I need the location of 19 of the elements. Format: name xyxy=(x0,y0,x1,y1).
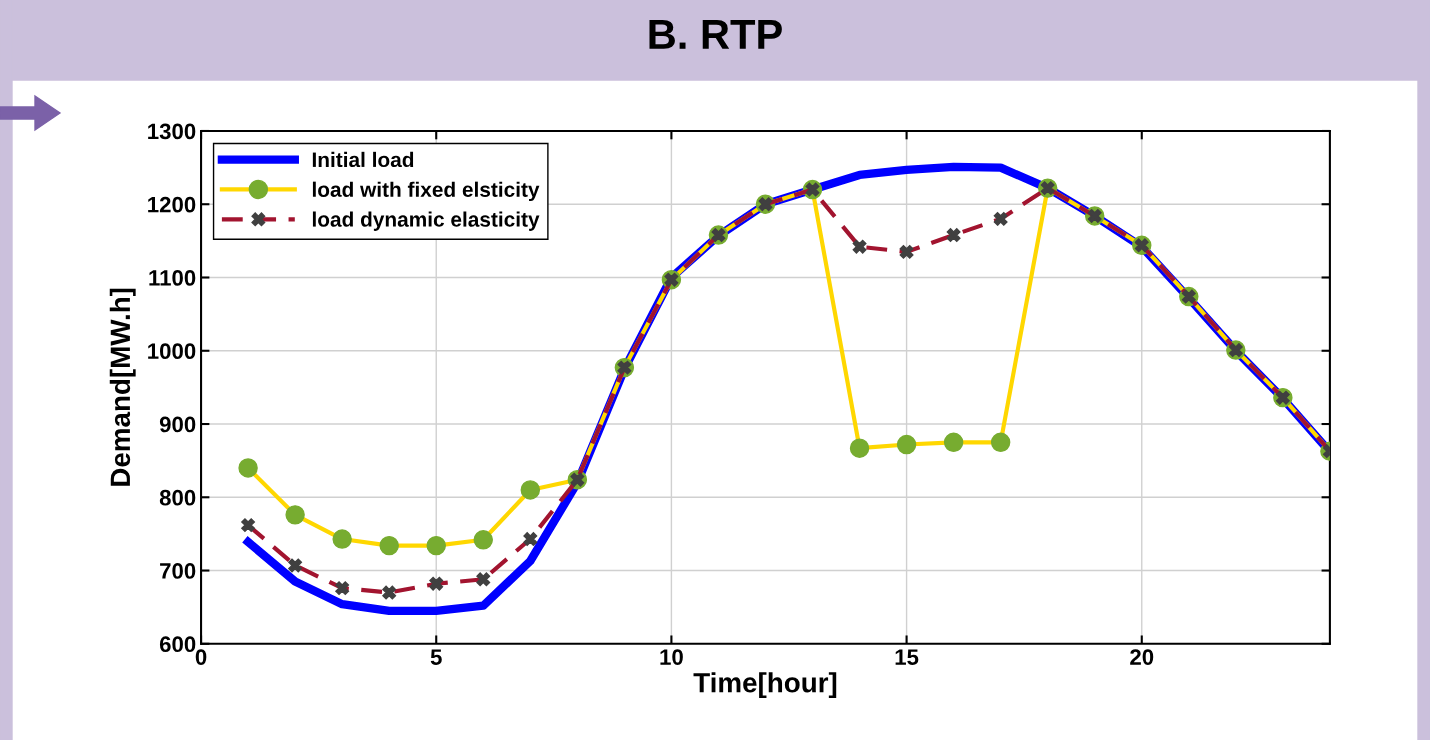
x-tick-label: 5 xyxy=(430,649,442,665)
chart-title: B. RTP xyxy=(649,20,782,49)
y-tick-label: 800 xyxy=(159,489,196,506)
y-tick-label: 700 xyxy=(160,563,196,579)
y-tick-label: 900 xyxy=(159,416,196,433)
y-tick-label: 1000 xyxy=(148,343,196,360)
x-tick-label: 15 xyxy=(895,649,919,665)
y-tick-label: 600 xyxy=(159,636,196,653)
x-axis-title: Time[hour] xyxy=(693,672,837,699)
x-tick-label: 0 xyxy=(195,649,207,665)
legend-label: load dynamic elasticity xyxy=(312,211,540,231)
x-tick-label: 10 xyxy=(660,649,683,665)
y-axis-title: Demand[MW.h] xyxy=(109,288,136,486)
y-tick-label: 1300 xyxy=(148,123,196,140)
y-tick-label: 1200 xyxy=(148,196,196,213)
legend-label: Initial load xyxy=(312,151,414,168)
x-tick-label: 20 xyxy=(1130,649,1154,665)
y-tick-label: 1100 xyxy=(149,270,196,286)
legend-label: load with fixed elsticity xyxy=(312,181,540,202)
